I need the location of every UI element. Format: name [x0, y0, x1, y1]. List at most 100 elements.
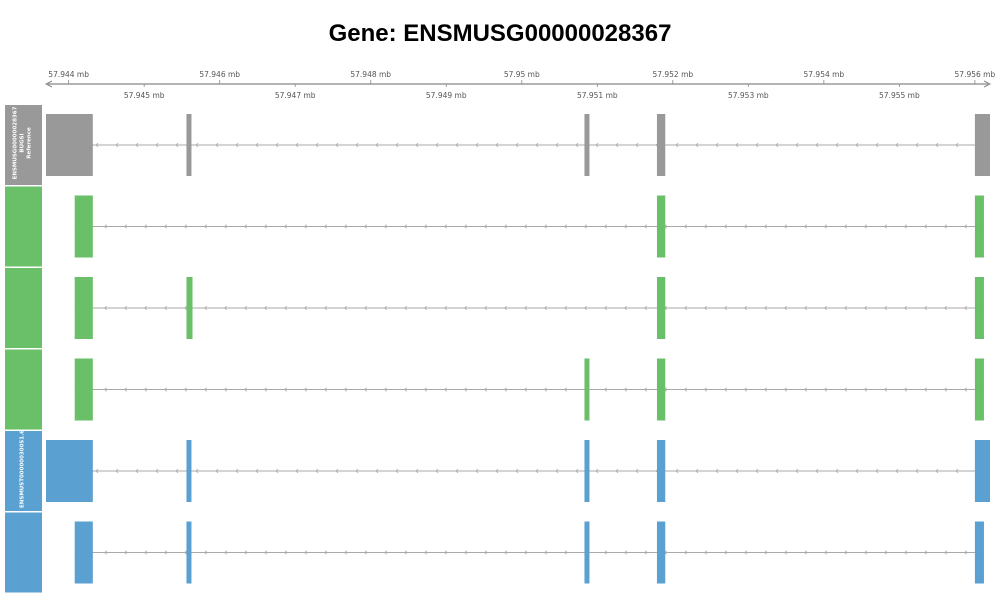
- exon: [584, 358, 590, 421]
- strand-arrow: [684, 224, 687, 229]
- strand-arrow: [944, 224, 947, 229]
- strand-arrow: [324, 387, 327, 392]
- track-label-text: Reference: [27, 127, 33, 159]
- strand-arrow: [755, 468, 759, 474]
- strand-arrow: [484, 224, 487, 229]
- strand-arrow: [355, 142, 359, 148]
- exon: [584, 521, 590, 584]
- strand-arrow: [504, 387, 507, 392]
- strand-arrow: [884, 305, 887, 311]
- gene-title: Gene: ENSMUSG00000028367: [328, 20, 672, 47]
- axis-right-arrow: [983, 80, 992, 88]
- strand-arrow: [464, 305, 467, 311]
- strand-arrow: [275, 468, 279, 474]
- strand-arrow: [344, 224, 347, 229]
- minor-tick-label: 57.953 mb: [728, 91, 769, 100]
- strand-arrow: [904, 224, 907, 229]
- strand-arrow: [755, 142, 759, 148]
- strand-arrow: [555, 468, 559, 474]
- strand-arrow: [264, 305, 267, 311]
- exon: [974, 440, 990, 502]
- strand-arrow: [955, 142, 959, 148]
- major-tick-label: 57.946 mb: [199, 70, 240, 79]
- exon: [186, 440, 192, 502]
- exon: [974, 195, 984, 258]
- strand-arrow: [135, 142, 139, 148]
- exon: [974, 277, 984, 339]
- minor-tick-label: 57.945 mb: [124, 91, 165, 100]
- strand-arrow: [124, 224, 127, 229]
- strand-arrow: [635, 468, 639, 474]
- strand-arrow: [704, 387, 707, 392]
- strand-arrow: [835, 142, 839, 148]
- strand-arrow: [564, 550, 567, 555]
- strand-arrow: [375, 142, 379, 148]
- strand-arrow: [944, 387, 947, 392]
- major-tick-label: 57.956 mb: [955, 70, 996, 79]
- strand-arrow: [884, 387, 887, 392]
- strand-arrow: [624, 305, 627, 311]
- strand-arrow: [435, 142, 439, 148]
- strand-arrow: [444, 224, 447, 229]
- strand-arrow: [104, 387, 107, 392]
- strand-arrow: [395, 468, 399, 474]
- minor-tick-label: 57.947 mb: [275, 91, 316, 100]
- strand-arrow: [804, 305, 807, 311]
- strand-arrow: [764, 224, 767, 229]
- strand-arrow: [684, 305, 687, 311]
- strand-arrow: [944, 305, 947, 311]
- strand-arrow: [104, 224, 107, 229]
- strand-arrow: [575, 468, 579, 474]
- strand-arrow: [224, 305, 227, 311]
- strand-arrow: [844, 305, 847, 311]
- strand-arrow: [875, 142, 879, 148]
- strand-arrow: [455, 142, 459, 148]
- strand-arrow: [784, 550, 787, 555]
- strand-arrow: [524, 305, 527, 311]
- strand-arrow: [935, 468, 939, 474]
- strand-arrow: [584, 224, 587, 229]
- strand-arrow: [795, 468, 799, 474]
- minor-tick-label: 57.951 mb: [577, 91, 618, 100]
- strand-arrow: [895, 142, 899, 148]
- strand-arrow: [644, 550, 647, 555]
- strand-arrow: [304, 550, 307, 555]
- strand-arrow: [604, 387, 607, 392]
- strand-arrow: [615, 142, 619, 148]
- strand-arrow: [95, 468, 99, 474]
- strand-arrow: [624, 550, 627, 555]
- strand-arrow: [504, 224, 507, 229]
- strand-arrow: [404, 224, 407, 229]
- strand-arrow: [235, 468, 239, 474]
- exon: [74, 358, 93, 421]
- strand-arrow: [964, 224, 967, 229]
- strand-arrow: [695, 468, 699, 474]
- strand-arrow: [264, 387, 267, 392]
- strand-arrow: [615, 468, 619, 474]
- strand-arrow: [364, 550, 367, 555]
- strand-arrow: [224, 387, 227, 392]
- strand-arrow: [204, 550, 207, 555]
- major-tick-label: 57.95 mb: [504, 70, 540, 79]
- strand-arrow: [955, 468, 959, 474]
- strand-arrow: [295, 468, 299, 474]
- strand-arrow: [544, 305, 547, 311]
- strand-arrow: [255, 468, 259, 474]
- strand-arrow: [284, 305, 287, 311]
- strand-arrow: [864, 387, 867, 392]
- axis-left-arrow: [44, 80, 53, 88]
- strand-arrow: [704, 305, 707, 311]
- strand-arrow: [524, 550, 527, 555]
- strand-arrow: [404, 305, 407, 311]
- strand-arrow: [715, 142, 719, 148]
- strand-arrow: [215, 468, 219, 474]
- strand-arrow: [724, 550, 727, 555]
- strand-arrow: [524, 387, 527, 392]
- strand-arrow: [204, 224, 207, 229]
- strand-arrow: [324, 305, 327, 311]
- strand-arrow: [404, 550, 407, 555]
- exon: [656, 195, 666, 258]
- strand-arrow: [144, 224, 147, 229]
- major-tick-label: 57.954 mb: [804, 70, 845, 79]
